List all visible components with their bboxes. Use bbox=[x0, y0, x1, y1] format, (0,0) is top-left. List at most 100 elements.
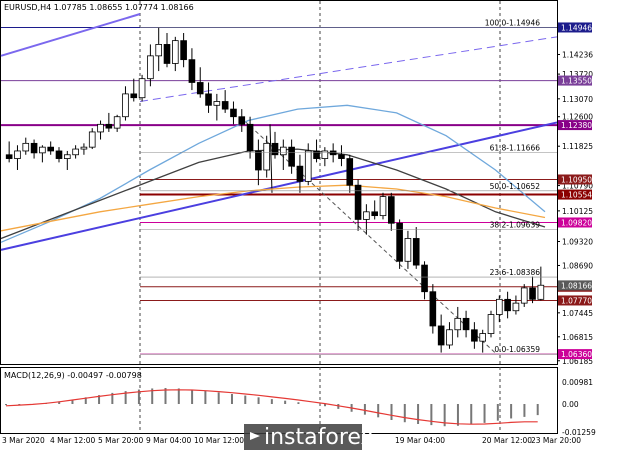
macd-label: MACD(12,26,9) -0.00497 -0.00798 bbox=[4, 371, 142, 380]
candle-body bbox=[429, 291, 437, 327]
candle-body bbox=[321, 150, 329, 159]
watermark-text: instaforex bbox=[264, 425, 374, 450]
fibonacci-labels-layer: 100.0-1.14946 61.8-1.11666 50.0-1.10652 38.… bbox=[140, 18, 557, 355]
fib-level-label: 38.2-1.09639 bbox=[490, 220, 541, 229]
candle-body bbox=[155, 44, 163, 57]
candle-body bbox=[171, 40, 179, 64]
candle-body bbox=[437, 325, 445, 346]
candle-body bbox=[412, 238, 420, 266]
candle-body bbox=[371, 211, 378, 217]
candle-body bbox=[304, 150, 312, 182]
macd-axis-label: -0.01259 bbox=[562, 428, 596, 437]
candle-body bbox=[47, 146, 54, 152]
candle-body bbox=[537, 284, 545, 300]
candle-body bbox=[296, 165, 304, 182]
candle-body bbox=[163, 44, 171, 64]
candle-body bbox=[396, 222, 403, 262]
moving-average-line bbox=[0, 184, 546, 232]
candle-body bbox=[138, 78, 146, 99]
time-tick-label: 19 Mar 04:00 bbox=[395, 436, 445, 445]
candle-body bbox=[504, 298, 511, 312]
price-level-box bbox=[558, 75, 592, 86]
candle-body bbox=[512, 302, 520, 312]
price-level-box bbox=[558, 280, 592, 291]
price-tick-label: 1.14236 bbox=[562, 50, 593, 59]
fib-level-label: 100.0-1.14946 bbox=[485, 18, 540, 27]
vertical-marker-line bbox=[269, 124, 273, 193]
price-level-box-label: 1.10950 bbox=[561, 175, 592, 184]
candle-body bbox=[14, 150, 21, 159]
price-level-box bbox=[558, 217, 592, 228]
trendlines-layer bbox=[0, 13, 558, 353]
candle-body bbox=[495, 298, 503, 315]
candle-body bbox=[363, 211, 370, 220]
price-tick-label: 1.10790 bbox=[562, 182, 593, 191]
candle-body bbox=[446, 329, 453, 346]
candles-layer bbox=[5, 27, 545, 353]
macd-plot-frame bbox=[0, 367, 558, 434]
candle-body bbox=[64, 154, 71, 159]
macd-layer: 0.00981 0.00 -0.01259 bbox=[5, 378, 596, 437]
price-tick-label: 1.08690 bbox=[562, 261, 593, 270]
watermark-background bbox=[244, 424, 362, 450]
candle-body bbox=[263, 142, 270, 171]
chart-header: EURUSD,H4 1.07785 1.08655 1.07774 1.0816… bbox=[4, 3, 194, 12]
candle-body bbox=[338, 154, 345, 159]
candle-body bbox=[288, 146, 295, 167]
price-level-box bbox=[558, 295, 592, 306]
candle-body bbox=[205, 93, 212, 106]
candle-body bbox=[255, 150, 262, 171]
price-level-box-label: 1.14946 bbox=[561, 23, 592, 32]
candle-body bbox=[105, 123, 113, 129]
candle-body bbox=[97, 123, 104, 133]
fib-diagonal-dashed bbox=[239, 116, 496, 353]
price-tick-label: 1.13070 bbox=[562, 95, 593, 104]
price-level-box-label: 1.12380 bbox=[561, 121, 592, 130]
price-level-box-label: 1.13550 bbox=[561, 77, 592, 86]
fib-level-label: 61.8-1.11666 bbox=[490, 143, 541, 152]
candle-body bbox=[246, 123, 254, 152]
price-level-box-label: 1.08166 bbox=[561, 281, 592, 290]
candle-body bbox=[487, 314, 495, 334]
candle-body bbox=[147, 55, 154, 80]
candle-body bbox=[80, 146, 88, 150]
price-tick-label: 1.10125 bbox=[562, 207, 593, 216]
price-level-box bbox=[558, 189, 592, 200]
macd-axis-label: 0.00 bbox=[562, 400, 579, 409]
time-tick-label: 23 Mar 20:00 bbox=[531, 436, 581, 445]
candle-body bbox=[479, 333, 486, 342]
candle-body bbox=[271, 142, 279, 156]
fib-level-label: 0.0-1.06359 bbox=[494, 345, 540, 354]
trend-line-upper-solid bbox=[0, 13, 141, 57]
candle-body bbox=[421, 264, 428, 293]
time-tick-label: 3 Mar 2020 bbox=[2, 436, 45, 445]
candle-body bbox=[329, 150, 337, 156]
candle-body bbox=[387, 196, 395, 224]
candle-body bbox=[180, 40, 187, 61]
candle-body bbox=[130, 93, 138, 99]
candle-body bbox=[5, 154, 13, 159]
macd-signal-line bbox=[5, 389, 538, 425]
watermark-logo-icon bbox=[250, 432, 260, 440]
price-tick-label: 1.06185 bbox=[562, 357, 593, 366]
main-plot-frame bbox=[0, 0, 558, 365]
candle-body bbox=[22, 142, 30, 152]
candle-body bbox=[462, 317, 470, 331]
price-tick-label: 1.07445 bbox=[562, 309, 593, 318]
candle-body bbox=[230, 108, 237, 118]
price-level-box-label: 1.07770 bbox=[561, 296, 592, 305]
price-level-box-label: 1.06360 bbox=[561, 350, 592, 359]
candle-body bbox=[279, 146, 287, 156]
candle-body bbox=[221, 101, 229, 110]
macd-axis-label: 0.00981 bbox=[562, 378, 593, 387]
time-tick-label: 20 Mar 12:00 bbox=[482, 436, 532, 445]
candle-body bbox=[88, 131, 96, 148]
trend-channel-dashed bbox=[139, 36, 558, 102]
time-tick-label: 10 Mar 12:00 bbox=[194, 436, 244, 445]
price-tick-label: 1.06815 bbox=[562, 333, 593, 342]
candle-body bbox=[346, 158, 354, 186]
price-level-box-label: 1.10554 bbox=[561, 191, 592, 200]
price-level-box-label: 1.09820 bbox=[561, 218, 592, 227]
candle-body bbox=[113, 116, 121, 129]
candle-body bbox=[30, 142, 38, 154]
